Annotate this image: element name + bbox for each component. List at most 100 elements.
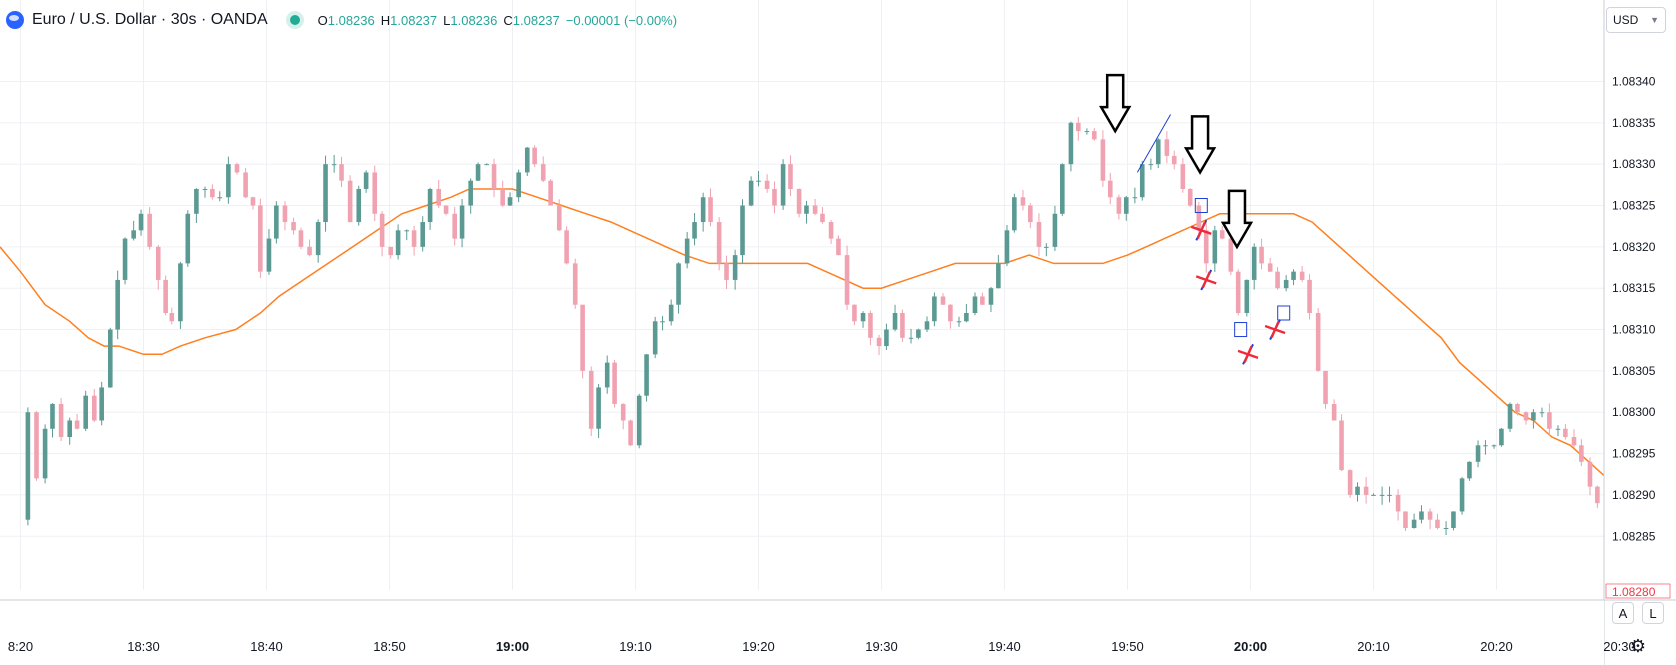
low-value: 1.08236 xyxy=(450,12,498,28)
candle-body xyxy=(202,188,208,190)
square-marker xyxy=(1234,322,1248,338)
symbol-title[interactable]: Euro / U.S. Dollar · 30s · OANDA xyxy=(32,11,268,28)
candle-body xyxy=(138,213,144,231)
candle-body xyxy=(644,354,649,396)
price-tick-label: 1.08285 xyxy=(1612,529,1656,543)
candles-layer xyxy=(25,116,1622,585)
candle-body xyxy=(636,395,642,446)
candle-body xyxy=(948,304,953,322)
candle-body xyxy=(436,188,442,206)
price-tick-label: 1.08295 xyxy=(1612,447,1656,461)
candle-body xyxy=(652,321,658,355)
candle-body xyxy=(1004,230,1010,264)
candle-body xyxy=(940,296,946,305)
time-tick-label: 20:00 xyxy=(1234,639,1267,654)
candle-body xyxy=(1539,412,1545,414)
auto-scale-button[interactable]: A xyxy=(1612,602,1634,624)
trend-line-drawing xyxy=(1136,114,1171,173)
candle-body xyxy=(772,188,777,206)
candle-body xyxy=(1571,437,1577,446)
candle-body xyxy=(507,197,513,206)
close-label: C xyxy=(503,12,513,28)
candle-body xyxy=(147,213,152,247)
price-tick-label: 1.08300 xyxy=(1612,405,1656,419)
candle-body xyxy=(58,403,64,438)
candle-body xyxy=(564,230,569,264)
candle-body xyxy=(540,164,546,181)
price-tick-label: 1.08290 xyxy=(1612,488,1656,502)
candle-body xyxy=(50,403,55,429)
candle-body xyxy=(1419,511,1424,520)
candle-body xyxy=(1371,494,1376,496)
candle-body xyxy=(1411,519,1417,528)
candle-body xyxy=(1507,403,1513,429)
candle-body xyxy=(356,188,362,223)
candle-body xyxy=(812,205,818,214)
ohlc-values: O1.08236 H1.08237 L1.08236 C1.08237 −0.0… xyxy=(318,13,677,28)
candle-body xyxy=(500,188,505,206)
candle-body xyxy=(323,164,328,223)
candle-body xyxy=(217,197,223,199)
candle-body xyxy=(307,246,312,256)
drawings-layer[interactable] xyxy=(1099,73,1291,365)
candle-body xyxy=(395,230,401,256)
candle-body xyxy=(1139,164,1145,198)
candle-body xyxy=(234,164,240,173)
oanda-logo-icon[interactable] xyxy=(6,11,24,29)
candle-body xyxy=(443,205,449,214)
gear-icon[interactable]: ⚙ xyxy=(1629,635,1647,656)
candle-body xyxy=(1531,412,1536,421)
candle-body xyxy=(1123,197,1129,214)
currency-selector-button[interactable]: USD ▼ xyxy=(1606,7,1666,33)
time-tick-label: 19:40 xyxy=(988,639,1021,654)
candle-body xyxy=(740,205,745,256)
open-label: O xyxy=(317,12,328,28)
candle-body xyxy=(1020,197,1026,206)
cross-marker xyxy=(1196,221,1206,239)
candle-body xyxy=(1299,271,1305,280)
candle-body xyxy=(99,387,104,421)
candle-body xyxy=(468,180,473,206)
candle-body xyxy=(1219,230,1225,239)
candle-body xyxy=(315,222,321,256)
candle-body xyxy=(924,321,930,330)
candle-body xyxy=(194,188,199,214)
candle-body xyxy=(115,279,120,330)
candle-body xyxy=(42,428,48,479)
candle-body xyxy=(1148,164,1154,166)
price-tick-label: 1.08340 xyxy=(1612,74,1656,88)
candle-body xyxy=(258,205,263,272)
candle-body xyxy=(860,313,866,322)
candle-body xyxy=(596,387,601,429)
candle-body xyxy=(820,213,825,223)
market-status-icon[interactable] xyxy=(289,15,300,25)
candle-body xyxy=(331,164,337,166)
candle-body xyxy=(668,304,674,322)
candle-body xyxy=(83,395,88,429)
down-arrow-annotation xyxy=(1220,189,1254,250)
time-tick-label: 18:30 xyxy=(127,639,160,654)
candle-body xyxy=(339,164,344,181)
candle-body xyxy=(1100,139,1106,181)
candle-body xyxy=(1203,230,1209,264)
candle-body xyxy=(748,180,754,206)
candle-body xyxy=(363,172,369,189)
candle-body xyxy=(1403,511,1408,528)
candle-body xyxy=(876,337,882,347)
time-tick-label: 19:20 xyxy=(742,639,775,654)
candle-body xyxy=(1491,445,1497,447)
time-tick-label: 20:30 xyxy=(1603,639,1636,654)
time-tick-label: 20:20 xyxy=(1480,639,1513,654)
cross-marker xyxy=(1270,321,1280,339)
candle-body xyxy=(1267,263,1273,272)
candle-body xyxy=(266,238,272,272)
candle-body xyxy=(107,329,113,388)
last-price-tag xyxy=(1605,583,1671,599)
candle-body xyxy=(388,246,394,256)
price-tick-label: 1.08305 xyxy=(1612,364,1656,378)
candle-body xyxy=(580,304,585,371)
log-scale-button[interactable]: L xyxy=(1642,602,1664,624)
candle-body xyxy=(1044,246,1049,248)
candle-body xyxy=(548,180,553,206)
